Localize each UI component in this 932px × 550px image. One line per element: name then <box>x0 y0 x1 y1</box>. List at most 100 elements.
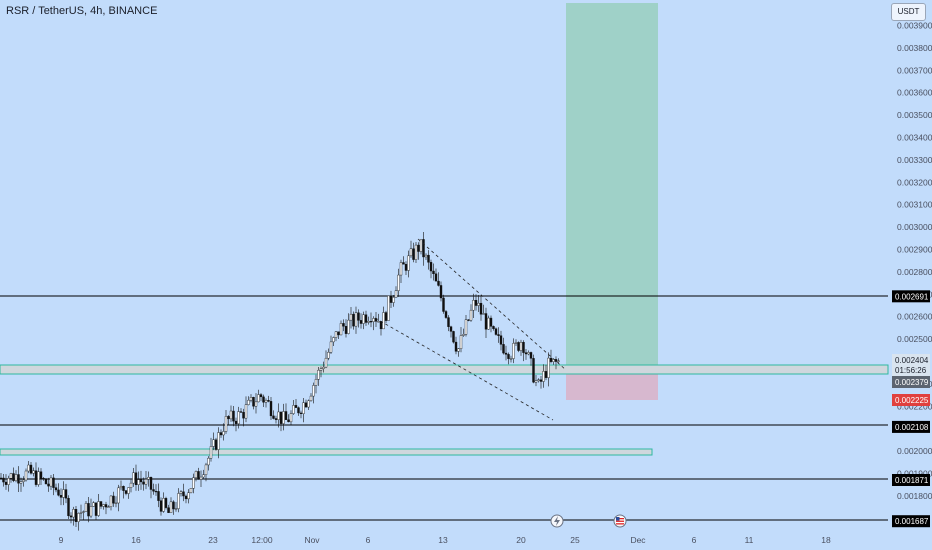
price-tick-label: 0.002000 <box>897 446 932 456</box>
price-tick-label: 0.002900 <box>897 245 932 255</box>
candle-body <box>282 411 285 424</box>
level-price-tag-box <box>892 376 930 388</box>
level-price-tag: 0.002691 <box>895 292 929 301</box>
candle-body <box>187 492 190 500</box>
candle-body <box>499 335 503 345</box>
candle-body <box>347 319 350 334</box>
candle-body <box>269 401 273 417</box>
candle-body <box>384 312 388 321</box>
support-zone-upper[interactable] <box>0 364 889 375</box>
candle-body <box>212 439 215 447</box>
currency-button[interactable]: USDT <box>891 3 926 21</box>
price-tick-label: 0.002500 <box>897 334 932 344</box>
level-price-tag-box <box>892 420 930 433</box>
candle-body <box>134 472 138 485</box>
candle-body <box>214 439 218 450</box>
price-tick-label: 0.002200 <box>897 401 932 411</box>
candle-body <box>477 302 480 306</box>
candle-body <box>172 501 175 510</box>
candle-body <box>139 479 143 483</box>
candle-body <box>267 400 270 402</box>
price-axis[interactable]: 0.0018000.0019000.0020000.0022000.002300… <box>897 21 932 501</box>
candle-body <box>102 504 105 507</box>
candle-body <box>122 486 125 491</box>
level-price-tag: 0.001871 <box>895 476 929 485</box>
level-price-tag-box <box>892 473 930 486</box>
candle-body <box>257 394 260 403</box>
candle-body <box>119 486 123 489</box>
lightning-event-icon[interactable] <box>550 514 564 528</box>
price-tick-label: 0.001800 <box>897 491 932 501</box>
candle-body <box>132 472 135 484</box>
candle-body <box>539 379 543 382</box>
candle-body <box>182 491 185 497</box>
candle-body <box>327 352 330 359</box>
channel-lower-trendline[interactable] <box>374 317 554 421</box>
candle-body <box>67 497 70 517</box>
candle-body <box>537 379 540 382</box>
time-tick-label: Nov <box>304 535 320 545</box>
target-zone[interactable] <box>566 3 658 365</box>
candle-body <box>224 416 228 432</box>
candle-body <box>44 478 48 485</box>
candle-body <box>219 432 223 436</box>
time-tick-label: 9 <box>59 535 64 545</box>
candle-body <box>312 385 315 397</box>
candle-body <box>502 344 505 354</box>
price-tick-label: 0.003800 <box>897 43 932 53</box>
price-tick-label: 0.002600 <box>897 312 932 322</box>
candle-body <box>332 337 335 343</box>
candle-body <box>49 477 53 487</box>
candle-body <box>7 478 10 485</box>
price-tick-label: 0.003900 <box>897 21 932 31</box>
time-tick-label: 25 <box>570 535 580 545</box>
candle-body <box>489 317 493 327</box>
candle-body <box>297 407 300 414</box>
candle-body <box>304 402 308 408</box>
candle-body <box>69 515 73 518</box>
time-tick-label: 23 <box>208 535 218 545</box>
candle-body <box>469 309 473 321</box>
candle-body <box>177 493 180 509</box>
candle-body <box>174 508 178 510</box>
price-tick-label: 0.002800 <box>897 267 932 277</box>
us-flag-event-icon[interactable] <box>613 514 627 528</box>
candle-body <box>344 326 348 334</box>
candle-body <box>117 487 120 504</box>
candle-body <box>29 464 33 474</box>
candle-body <box>107 506 110 508</box>
candle-body <box>27 464 30 472</box>
candle-body <box>329 341 333 353</box>
candle-body <box>547 357 550 378</box>
candle-body <box>449 326 453 332</box>
candle-body <box>42 478 45 480</box>
stop-price-tag: 0.002225 <box>895 396 929 405</box>
candlestick-series <box>0 231 560 531</box>
candle-body <box>369 321 373 323</box>
candle-body <box>462 334 465 336</box>
candle-body <box>259 394 263 398</box>
time-tick-label: 13 <box>438 535 448 545</box>
candle-body <box>144 479 148 485</box>
candle-body <box>349 313 353 321</box>
candle-body <box>142 481 145 485</box>
candle-body <box>392 297 395 303</box>
channel-upper-trendline[interactable] <box>417 238 567 371</box>
candle-body <box>12 473 15 481</box>
time-axis[interactable]: 9 16 23 12:00 Nov 6 13 20 25 Dec 6 11 18 <box>59 535 831 545</box>
candle-body <box>504 352 508 355</box>
support-zone-lower[interactable] <box>0 448 653 456</box>
candle-body <box>242 412 245 419</box>
candle-body <box>217 432 220 450</box>
price-tick-label: 0.003600 <box>897 88 932 98</box>
candle-body <box>14 474 18 481</box>
candle-body <box>57 489 60 496</box>
candle-body <box>342 323 345 327</box>
candle-body <box>179 491 183 494</box>
candle-body <box>339 323 343 336</box>
price-tick-label: 0.003000 <box>897 222 932 232</box>
candle-body <box>367 321 370 323</box>
level-price-tag: 0.001687 <box>895 517 929 526</box>
candle-body <box>414 244 418 260</box>
